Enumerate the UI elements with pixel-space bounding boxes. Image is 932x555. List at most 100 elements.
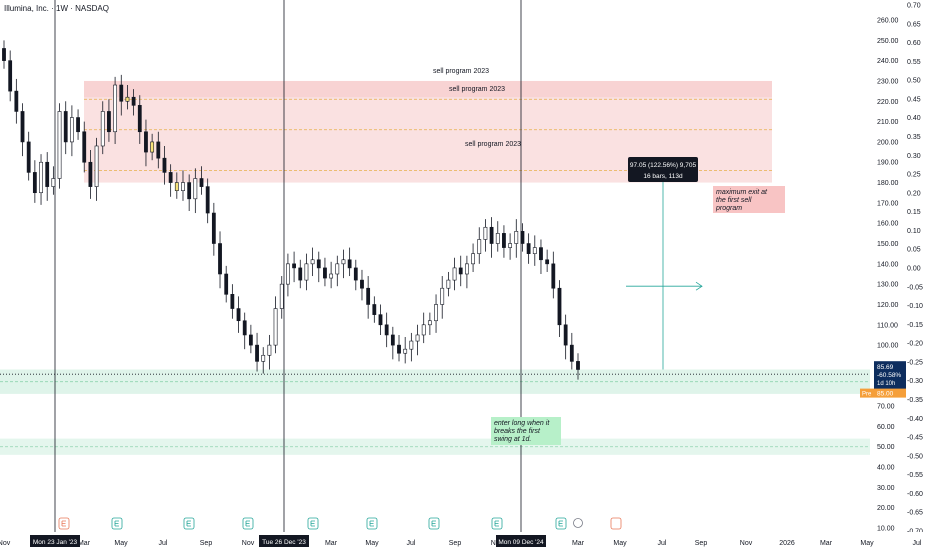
y2-tick-label: 0.20 (907, 190, 921, 197)
earnings-icon-glyph (558, 520, 563, 527)
candle (82, 131, 87, 163)
candle (279, 283, 284, 309)
pre-market-badge (860, 388, 874, 398)
x-tick-label: Jul (407, 540, 416, 547)
entry-note-line: enter long when it (494, 420, 550, 427)
candle (224, 273, 229, 295)
candle (236, 308, 241, 322)
candle (131, 96, 136, 106)
candle (335, 263, 340, 275)
time-axis[interactable] (0, 532, 932, 550)
candle (545, 259, 550, 265)
measure-arrowhead (695, 281, 703, 291)
candle (539, 247, 543, 261)
candle (502, 233, 506, 248)
x-tick-label: May (860, 540, 874, 547)
y-tick-label: 200.00 (877, 139, 899, 146)
candle (248, 334, 253, 346)
candle (26, 141, 31, 173)
measure-tooltip-line1: 97.05 (122.56%) 9,705 (630, 162, 697, 169)
candle (458, 267, 463, 275)
y2-tick-label: -0.50 (907, 453, 923, 460)
dividend-icon[interactable] (573, 518, 583, 528)
candle (125, 96, 130, 102)
candle (378, 314, 383, 326)
candle (156, 141, 161, 159)
candle (495, 233, 500, 244)
candle (446, 279, 451, 289)
x-tick-label: May (365, 540, 379, 547)
y2-tick-label: -0.05 (907, 284, 923, 291)
candle (323, 267, 327, 279)
x-tick-label: Sep (449, 540, 462, 547)
candle (94, 145, 99, 187)
candle (20, 111, 25, 143)
x-tick-label: Jul (913, 540, 922, 547)
candle (397, 344, 401, 354)
y-tick-label: 40.00 (877, 465, 895, 472)
candle (267, 344, 272, 356)
candle (489, 226, 494, 244)
candle (569, 344, 574, 362)
candle (329, 273, 334, 279)
candle (88, 161, 93, 187)
y2-tick-label: 0.65 (907, 21, 921, 28)
y2-tick-label: 0.45 (907, 96, 921, 103)
y2-tick-label: -0.45 (907, 435, 923, 442)
candle (310, 259, 315, 265)
y2-tick-label: 0.50 (907, 78, 921, 85)
y2-tick-label: -0.40 (907, 416, 923, 423)
chart-title: Illumina, Inc. · 1W · NASDAQ (4, 4, 109, 13)
y-tick-label: 70.00 (877, 404, 895, 411)
y2-tick-label: 0.10 (907, 228, 921, 235)
y-tick-label: 140.00 (877, 261, 899, 268)
y2-tick-label: 0.15 (907, 209, 921, 216)
candle (403, 348, 408, 354)
x-tick-label: Mar (820, 540, 833, 547)
change-percent-label: -60.58% (877, 372, 901, 379)
earnings-icon-glyph (431, 520, 436, 527)
earnings-icon-glyph (494, 520, 499, 527)
pre-market-label: Pre (862, 392, 872, 398)
candle (452, 267, 457, 281)
candle (316, 259, 321, 269)
candle (119, 84, 124, 102)
entry-note-line: swing at 1d. (494, 436, 531, 443)
candle (477, 239, 482, 254)
candle (286, 263, 290, 285)
price-axis[interactable] (870, 0, 932, 550)
x-tick-label: Jul (159, 540, 168, 547)
y-tick-label: 130.00 (877, 282, 899, 289)
y-tick-label: 120.00 (877, 302, 899, 309)
candle (255, 344, 259, 362)
y-tick-label: 100.00 (877, 343, 899, 350)
y2-tick-label: 0.30 (907, 153, 921, 160)
candle (76, 117, 80, 133)
x-tick-label: Jul (658, 540, 667, 547)
candle (421, 324, 426, 336)
entry-note-box (491, 417, 561, 445)
sell-zone-label: sell program 2023 (433, 68, 489, 75)
x-tick-label: 2026 (779, 540, 795, 547)
earnings-icon[interactable] (610, 517, 622, 530)
candle (273, 308, 278, 346)
candle (563, 324, 568, 346)
sell-zone-band (84, 80, 772, 98)
exit-note-line: maximum exit at (716, 189, 768, 196)
candle (14, 90, 19, 112)
y2-tick-label: -0.35 (907, 397, 923, 404)
candle (242, 320, 247, 336)
candle (8, 60, 13, 92)
y-tick-label: 110.00 (877, 322, 898, 329)
candle (384, 324, 389, 336)
candle (304, 263, 309, 281)
candle (341, 259, 346, 265)
candle (471, 253, 475, 265)
y-tick-label: 20.00 (877, 505, 895, 512)
candle (576, 361, 580, 370)
candle (57, 111, 62, 179)
candle (181, 182, 185, 191)
candle (51, 178, 56, 187)
date-badge-label: Mon 23 Jan '23 (33, 539, 78, 546)
